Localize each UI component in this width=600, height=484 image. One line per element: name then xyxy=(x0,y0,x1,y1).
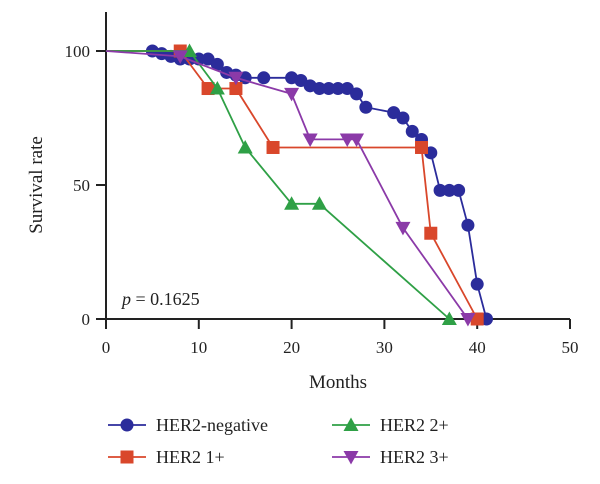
data-point xyxy=(470,312,484,326)
data-point xyxy=(284,196,300,210)
y-tick-label: 50 xyxy=(73,176,90,195)
legend-label: HER2 1+ xyxy=(156,447,225,467)
data-point xyxy=(312,82,326,96)
series-1 xyxy=(106,44,484,326)
legend-label: HER2 3+ xyxy=(380,447,449,467)
data-point xyxy=(201,82,215,96)
data-point xyxy=(311,196,327,210)
series-line xyxy=(106,50,450,320)
data-point xyxy=(460,313,476,327)
legend-marker xyxy=(120,450,134,464)
data-point xyxy=(405,124,419,138)
x-tick-label: 10 xyxy=(190,338,207,357)
legend-item: HER2-negative xyxy=(108,415,268,435)
series-2 xyxy=(106,43,457,325)
x-tick-label: 20 xyxy=(283,338,300,357)
legend-marker xyxy=(343,417,359,431)
series-3 xyxy=(105,50,476,327)
x-tick-label: 50 xyxy=(562,338,579,357)
data-point xyxy=(470,277,484,291)
y-tick-label: 100 xyxy=(65,42,91,61)
data-point xyxy=(452,183,466,197)
p-value-annotation: p = 0.1625 xyxy=(120,289,200,309)
data-point xyxy=(442,183,456,197)
x-tick-label: 40 xyxy=(469,338,486,357)
legend-label: HER2 2+ xyxy=(380,415,449,435)
data-point xyxy=(210,57,224,71)
data-point xyxy=(350,87,364,101)
data-point xyxy=(415,140,429,154)
legend-item: HER2 3+ xyxy=(332,447,449,467)
legend-item: HER2 1+ xyxy=(108,447,225,467)
data-point xyxy=(359,100,373,114)
data-point xyxy=(284,87,300,102)
x-axis-title: Months xyxy=(309,372,367,393)
data-point xyxy=(396,111,410,125)
legend-label: HER2-negative xyxy=(156,415,268,435)
data-point xyxy=(424,226,438,240)
axes: 0 10 20 30 40 50 0 50 100 xyxy=(65,12,579,357)
series-layer xyxy=(105,43,493,327)
data-point xyxy=(172,50,188,64)
data-point xyxy=(322,82,336,96)
data-point xyxy=(237,139,253,154)
data-point xyxy=(257,71,271,85)
data-point xyxy=(395,221,411,236)
legend-item: HER2 2+ xyxy=(332,415,449,435)
y-axis-title: Survival rate xyxy=(26,136,47,234)
legend-marker xyxy=(343,451,359,465)
data-point xyxy=(209,81,225,95)
data-point xyxy=(433,183,447,197)
data-point xyxy=(228,71,244,86)
series-0 xyxy=(106,44,493,326)
x-tick-label: 30 xyxy=(376,338,393,357)
data-point xyxy=(266,140,280,154)
data-point xyxy=(441,311,457,325)
data-point xyxy=(229,82,243,96)
data-point xyxy=(331,82,345,96)
data-point xyxy=(302,133,318,147)
y-tick-label: 0 xyxy=(82,310,91,329)
data-point xyxy=(461,218,475,232)
x-tick-label: 0 xyxy=(102,338,111,357)
data-point xyxy=(349,133,365,147)
legend-marker xyxy=(120,418,134,432)
legend: HER2-negative HER2 1+ HER2 2+ HER2 3+ xyxy=(108,415,449,467)
